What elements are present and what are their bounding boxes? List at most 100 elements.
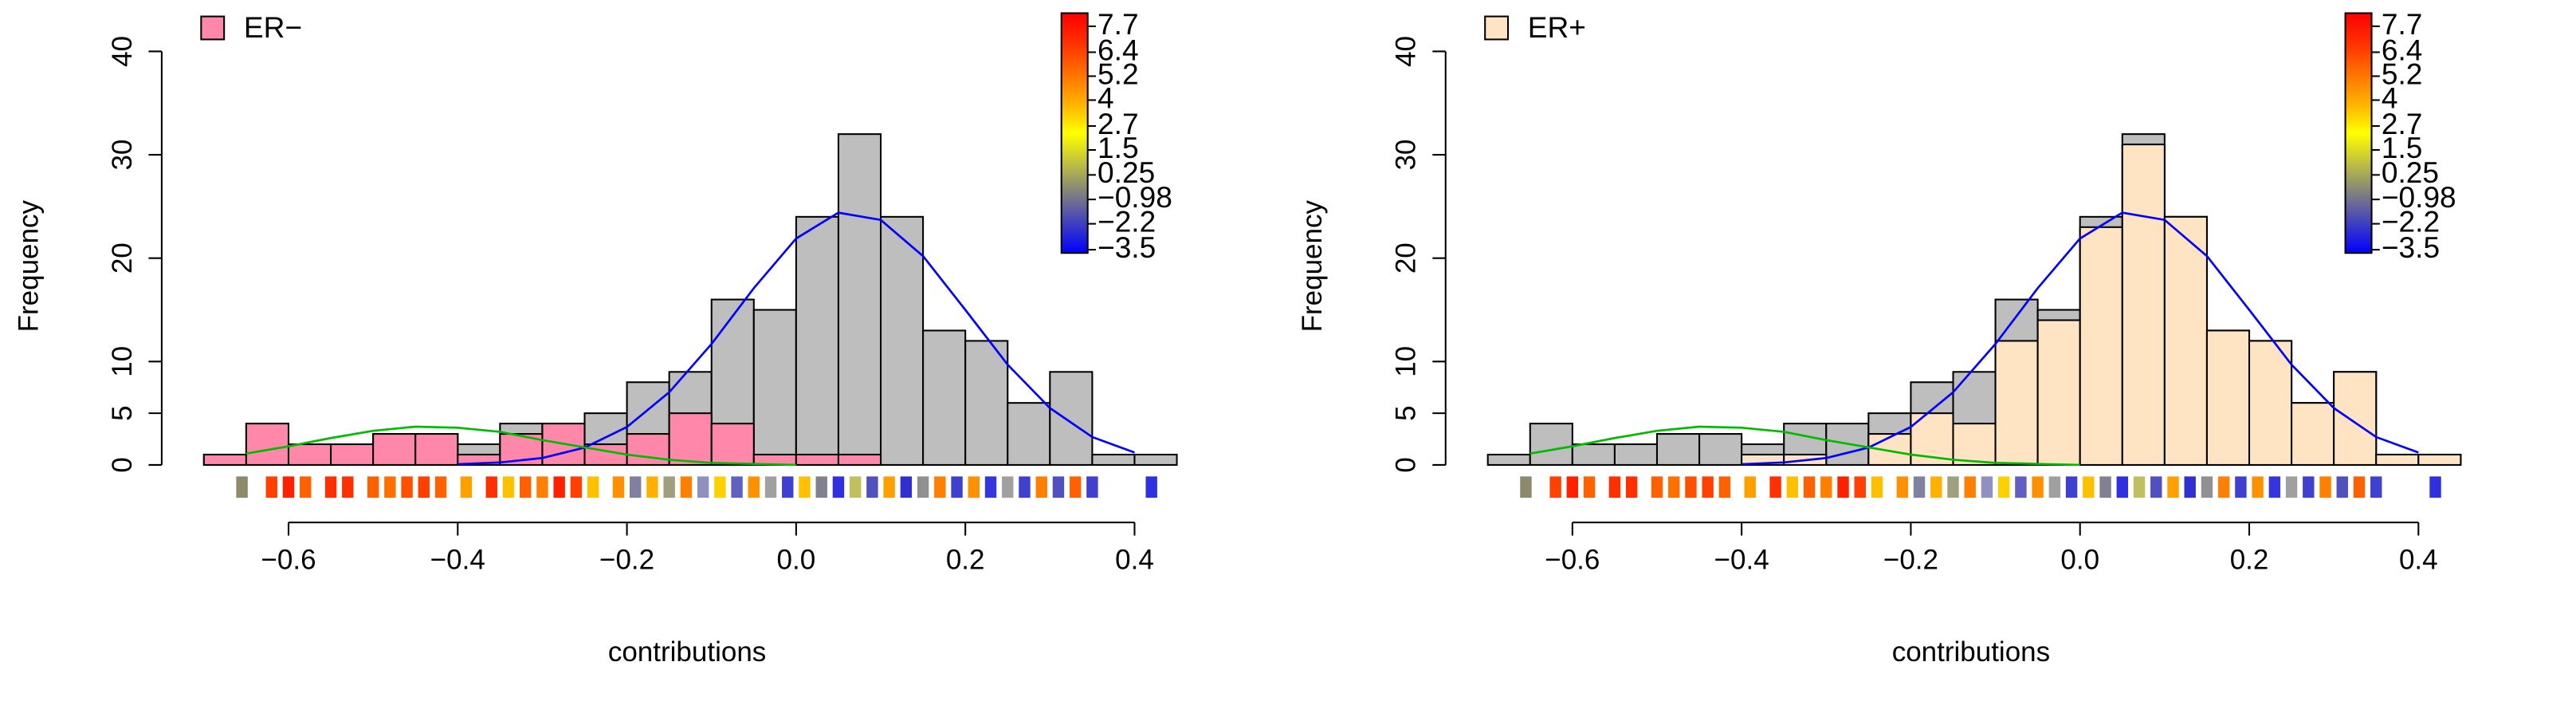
rug-mark: [663, 476, 675, 498]
colorbar-label: 1.5: [2382, 131, 2423, 164]
total-bar: [752, 309, 797, 466]
rug-mark: [1820, 476, 1832, 498]
total-bar: [1486, 453, 1531, 466]
colorbar-label: −2.2: [2382, 204, 2440, 238]
x-tick-label: −0.2: [599, 545, 654, 576]
subset-bar: [2375, 453, 2420, 466]
subset-bar: [668, 412, 713, 466]
rug-mark: [951, 476, 963, 498]
colorbar-label: 1.5: [1098, 131, 1139, 164]
subset-bar: [2121, 144, 2166, 466]
rug-mark: [2319, 476, 2331, 498]
rug-mark: [2099, 476, 2111, 498]
y-tick-label: 10: [1391, 346, 1422, 377]
colorbar: 7.76.45.242.71.50.25−0.98−2.2−3.5: [1060, 7, 1172, 264]
x-tick-label: 0.0: [2060, 545, 2099, 576]
y-axis-label: Frequency: [13, 200, 44, 333]
colorbar-label: −0.98: [2382, 180, 2456, 214]
y-tick-label: 5: [1391, 405, 1422, 420]
rug-mark: [2167, 476, 2179, 498]
colorbar-label: 5.2: [2382, 57, 2423, 90]
rug-mark: [731, 476, 743, 498]
rug-mark: [587, 476, 599, 498]
rug-mark: [2268, 476, 2281, 498]
subset-bar: [2291, 402, 2335, 466]
density-curve: [457, 211, 1135, 466]
rug-mark: [1803, 476, 1816, 498]
rug-mark: [646, 476, 658, 498]
legend-swatch: [200, 15, 226, 41]
rug-mark: [697, 476, 709, 498]
rug-mark: [418, 476, 430, 498]
subset-bar: [2163, 215, 2208, 466]
rug-mark: [2336, 476, 2348, 498]
x-tick-label: 0.2: [2230, 545, 2269, 576]
x-tick-label: −0.6: [261, 545, 316, 576]
density-curve: [1742, 211, 2419, 466]
y-tick-label: 0: [107, 457, 138, 472]
x-tick-label: −0.2: [1883, 545, 1938, 576]
colorbar-label: 6.4: [2382, 33, 2423, 66]
rug-mark: [1854, 476, 1866, 498]
colorbar-box: [2344, 12, 2373, 254]
y-tick-label: 10: [107, 346, 138, 377]
legend-label: ER−: [244, 10, 302, 44]
rug-mark: [2303, 476, 2315, 498]
total-bar: [1091, 453, 1136, 466]
total-bar: [837, 133, 882, 466]
rug-mark: [1702, 476, 1714, 498]
colorbar-label: 0.25: [2382, 156, 2439, 189]
rug-mark: [282, 476, 295, 498]
subset-bar: [583, 443, 628, 466]
total-bar: [964, 340, 1009, 466]
rug-mark: [1913, 476, 1926, 498]
rug-mark: [1069, 476, 1082, 498]
subset-bar: [2417, 453, 2462, 466]
colorbar-label: 6.4: [1098, 33, 1139, 66]
rug-mark: [1520, 476, 1532, 498]
rug-mark: [1035, 476, 1047, 498]
rug-mark: [367, 476, 379, 498]
colorbar-label: 7.7: [2382, 7, 2423, 41]
rug-mark: [2150, 476, 2162, 498]
rug-mark: [2015, 476, 2027, 498]
subset-bar: [2248, 340, 2293, 466]
subset-bar: [245, 423, 290, 466]
rug-mark: [612, 476, 625, 498]
rug-mark: [434, 476, 447, 498]
rug-mark: [401, 476, 413, 498]
total-bar: [879, 215, 925, 466]
subset-bar: [2205, 329, 2251, 466]
rug-mark: [1052, 476, 1065, 498]
rug-mark: [1566, 476, 1579, 498]
subset-bar: [287, 443, 332, 466]
rug-mark: [799, 476, 811, 498]
rug-mark: [1769, 476, 1781, 498]
rug-mark: [1744, 476, 1756, 498]
subset-bar: [710, 423, 755, 466]
rug-mark: [2116, 476, 2129, 498]
subset-bar: [2333, 371, 2378, 466]
rug-mark: [1997, 476, 2010, 498]
y-tick-label: 20: [107, 242, 138, 274]
colorbar-label: 0.25: [1098, 156, 1155, 189]
rug-mark: [2252, 476, 2264, 498]
subset-bar: [372, 433, 417, 466]
colorbar-label: 5.2: [1098, 57, 1139, 90]
colorbar-label: −3.5: [2382, 230, 2440, 264]
rug-mark: [2133, 476, 2146, 498]
colorbar: 7.76.45.242.71.50.25−0.98−2.2−3.5: [2344, 7, 2456, 264]
rug-mark: [832, 476, 845, 498]
total-bar: [922, 329, 967, 466]
rug-mark: [984, 476, 997, 498]
rug-mark: [1668, 476, 1680, 498]
rug-mark: [2370, 476, 2382, 498]
rug-mark: [917, 476, 929, 498]
rug-mark: [1583, 476, 1596, 498]
colorbar-label: 7.7: [1098, 7, 1139, 41]
rug-mark: [815, 476, 827, 498]
panel: 0 5 10 20 30 40 Frequency −0.6 −0.4 −0.2 0.0 0.2 0.4…: [13, 7, 1178, 668]
rug-mark: [680, 476, 693, 498]
x-tick-label: −0.6: [1545, 545, 1600, 576]
colorbar-label: 2.7: [1098, 107, 1139, 140]
